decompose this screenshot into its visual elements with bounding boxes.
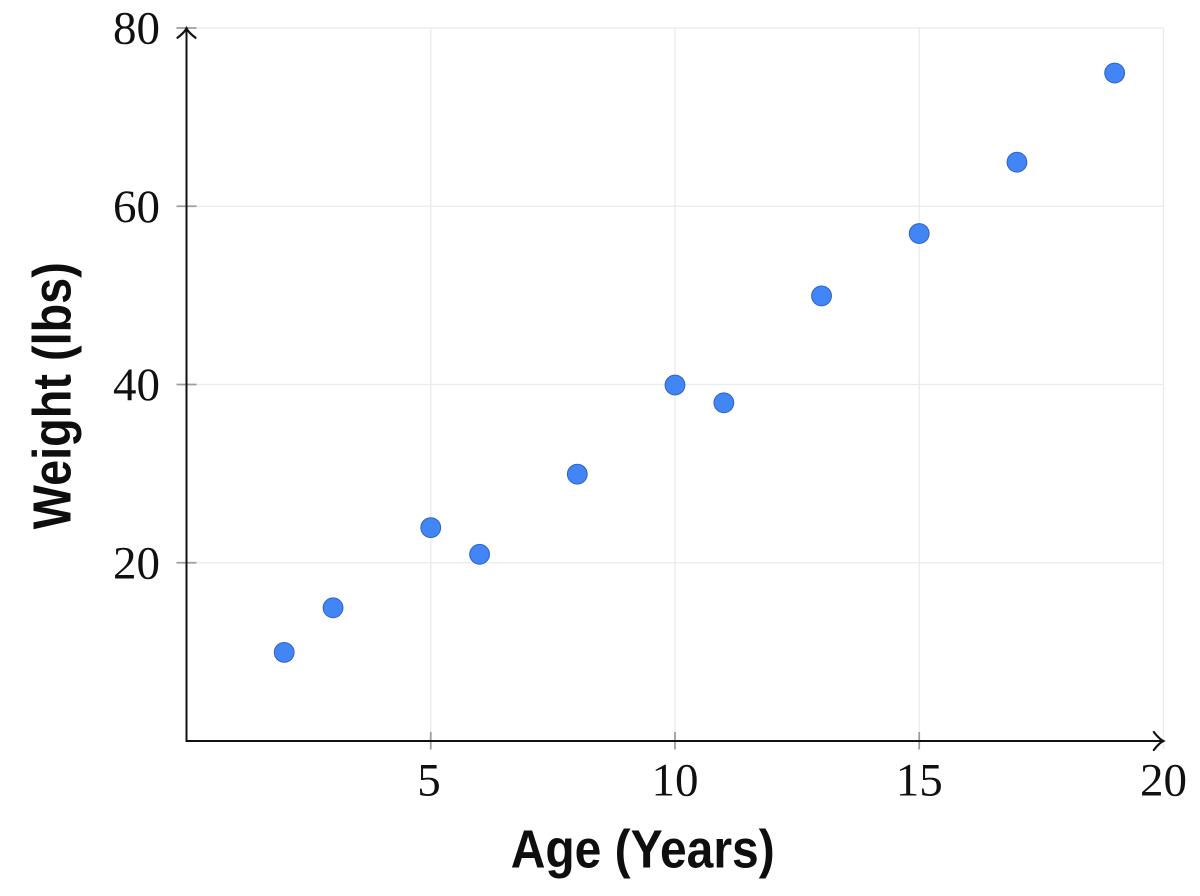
svg-text:5: 5 [417,755,441,807]
svg-text:Weight (lbs): Weight (lbs) [24,262,83,529]
svg-text:20: 20 [1140,755,1187,807]
svg-text:80: 80 [113,3,160,55]
svg-text:15: 15 [896,755,943,807]
svg-text:60: 60 [113,181,160,233]
svg-text:20: 20 [113,537,160,589]
svg-text:10: 10 [652,755,699,807]
svg-text:Age (Years): Age (Years) [511,821,775,880]
svg-text:40: 40 [113,359,160,411]
